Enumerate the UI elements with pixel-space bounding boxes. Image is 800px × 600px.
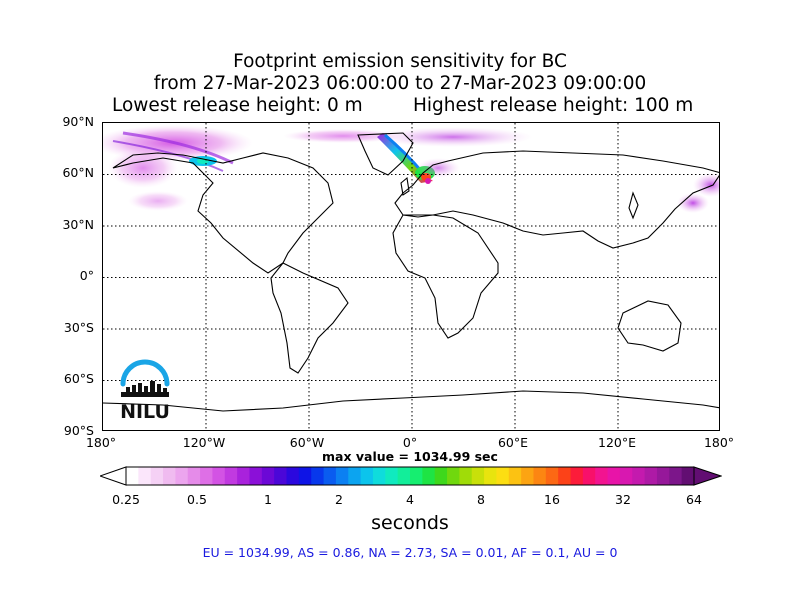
coastlines xyxy=(103,132,719,412)
colorbar-cell xyxy=(422,467,436,485)
colorbar-cell xyxy=(274,467,288,485)
colorbar-cell xyxy=(150,467,164,485)
colorbar-cell xyxy=(335,467,349,485)
colorbar-cell xyxy=(323,467,337,485)
colorbar-tick-0.25: 0.25 xyxy=(112,492,140,507)
lat-label-60n: 60°N xyxy=(62,165,94,180)
map-canvas xyxy=(103,123,719,430)
uk-coast xyxy=(400,176,410,196)
colorbar-tick-4: 4 xyxy=(406,492,414,507)
colorbar-cell xyxy=(681,467,695,485)
lon-label-60e: 60°E xyxy=(497,435,529,450)
colorbar-cell xyxy=(261,467,275,485)
colorbar-cell xyxy=(595,467,609,485)
colorbar-cell xyxy=(126,467,139,485)
colorbar-tick-1: 1 xyxy=(264,492,272,507)
colorbar-cell xyxy=(298,467,312,485)
colorbar-cell xyxy=(447,467,460,485)
colorbar-cell xyxy=(212,467,226,485)
lon-label-180w: 180° xyxy=(85,435,117,450)
lowest-release-height: Lowest release height: 0 m xyxy=(112,95,363,116)
graticule xyxy=(103,123,719,430)
lon-label-120w: 120°W xyxy=(182,435,226,450)
colorbar-tick-32: 32 xyxy=(615,492,631,507)
colorbar-cell xyxy=(286,467,300,485)
colorbar-cell xyxy=(545,467,559,485)
south-america-coast xyxy=(270,262,349,374)
world-map xyxy=(102,122,720,431)
colorbar-tick-2: 2 xyxy=(335,492,343,507)
colorbar-cell xyxy=(200,467,214,485)
colorbar-cell xyxy=(138,467,152,485)
colorbar-cell xyxy=(508,467,522,485)
colorbar-cells xyxy=(126,467,695,485)
colorbar-cell xyxy=(175,467,189,485)
logo-skyline xyxy=(121,381,169,397)
japan-coast xyxy=(628,191,639,220)
antarctica-coast xyxy=(103,390,719,412)
colorbar-cell xyxy=(644,467,658,485)
colorbar-cell xyxy=(187,467,201,485)
plot-title: Footprint emission sensitivity for BC xyxy=(233,51,567,72)
lat-label-30s: 30°S xyxy=(63,320,94,335)
colorbar-extend-high xyxy=(693,466,722,486)
colorbar-cell xyxy=(348,467,362,485)
colorbar-cell xyxy=(669,467,683,485)
colorbar xyxy=(100,466,722,486)
lat-label-90s: 90°S xyxy=(63,423,94,438)
colorbar-tick-16: 16 xyxy=(544,492,560,507)
lat-label-0: 0° xyxy=(79,268,94,283)
lat-label-60s: 60°S xyxy=(63,371,94,386)
colorbar-cell xyxy=(360,467,374,485)
region-stats: EU = 1034.99, AS = 0.86, NA = 2.73, SA =… xyxy=(202,545,618,560)
colorbar-cell xyxy=(249,467,263,485)
footprint-field xyxy=(103,125,719,213)
colorbar-cell xyxy=(496,467,510,485)
colorbar-cell xyxy=(471,467,485,485)
colorbar-cell xyxy=(484,467,498,485)
colorbar-tick-0.5: 0.5 xyxy=(187,492,207,507)
lon-label-120e: 120°E xyxy=(597,435,637,450)
lat-label-30n: 30°N xyxy=(62,217,94,232)
logo-text: NILU xyxy=(120,401,170,422)
colorbar-cell xyxy=(570,467,584,485)
colorbar-extend-low xyxy=(100,466,127,486)
north-america-coast xyxy=(112,152,334,274)
max-value: max value = 1034.99 sec xyxy=(322,449,498,464)
colorbar-cell xyxy=(237,467,251,485)
colorbar-cell xyxy=(372,467,386,485)
greenland-coast xyxy=(357,132,414,176)
eurasia-coast xyxy=(394,150,719,249)
colorbar-cell xyxy=(533,467,547,485)
colorbar-cell xyxy=(632,467,646,485)
africa-coast xyxy=(392,214,499,339)
colorbar-cell xyxy=(163,467,176,485)
colorbar-cell xyxy=(397,467,411,485)
colorbar-cell xyxy=(224,467,238,485)
colorbar-cell xyxy=(385,467,399,485)
lon-label-180e: 180° xyxy=(703,435,735,450)
colorbar-units: seconds xyxy=(371,512,449,534)
colorbar-cell xyxy=(582,467,596,485)
colorbar-cell xyxy=(410,467,423,485)
colorbar-tick-64: 64 xyxy=(686,492,702,507)
colorbar-cell xyxy=(434,467,448,485)
plot-period: from 27-Mar-2023 06:00:00 to 27-Mar-2023… xyxy=(153,73,647,94)
colorbar-cell xyxy=(311,467,325,485)
lon-label-0: 0° xyxy=(402,435,418,450)
nilu-logo: NILU xyxy=(120,359,170,422)
colorbar-cell xyxy=(521,467,535,485)
logo-arc xyxy=(120,359,170,387)
colorbar-cell xyxy=(459,467,473,485)
australia-coast xyxy=(617,300,682,352)
colorbar-cell xyxy=(558,467,572,485)
colorbar-cell xyxy=(619,467,633,485)
colorbar-tick-8: 8 xyxy=(477,492,485,507)
highest-release-height: Highest release height: 100 m xyxy=(413,95,694,116)
colorbar-cell xyxy=(607,467,621,485)
lon-label-60w: 60°W xyxy=(289,435,325,450)
lat-label-90n: 90°N xyxy=(62,114,94,129)
colorbar-cell xyxy=(656,467,670,485)
